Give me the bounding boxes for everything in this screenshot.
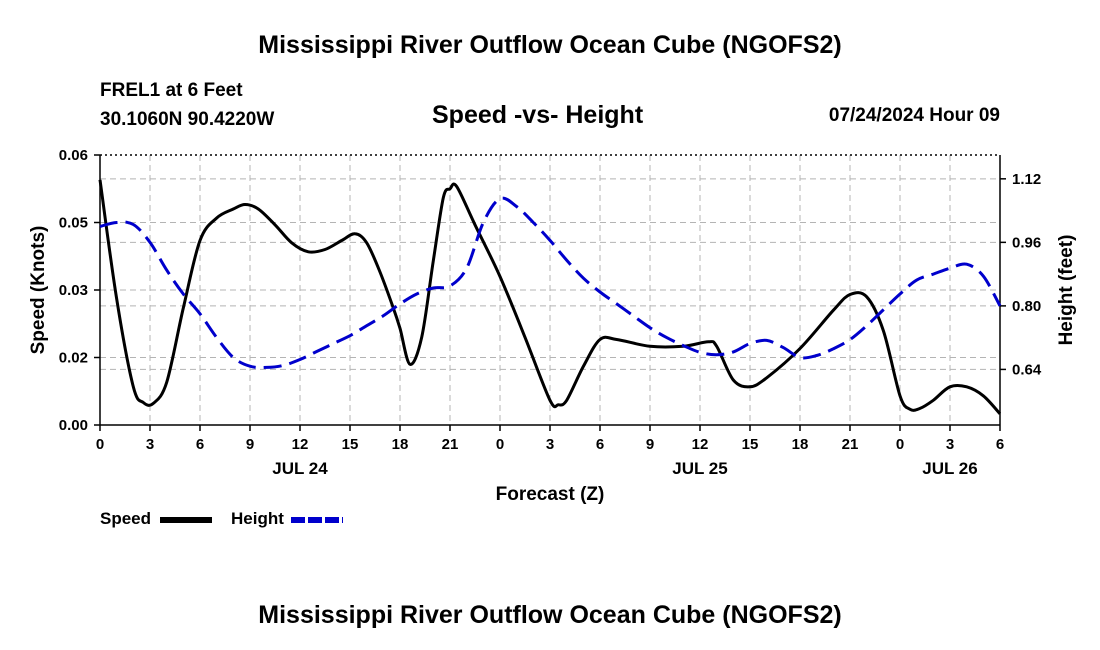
legend-height: Height	[231, 509, 284, 529]
y-left-tick-label: 0.05	[59, 215, 88, 232]
x-tick-label: 0	[96, 436, 104, 453]
chart-subtitle: Speed -vs- Height	[432, 101, 644, 129]
x-tick-label: 6	[596, 436, 604, 453]
station-name: FREL1 at 6 Feet	[100, 80, 243, 101]
y-left-tick-label: 0.03	[59, 282, 88, 299]
height-series-line	[99, 196, 1002, 370]
forecast-datetime: 07/24/2024 Hour 09	[828, 105, 1000, 126]
x-tick-label: 15	[342, 436, 359, 453]
x-tick-label: 6	[196, 436, 204, 453]
x-tick-label: 21	[442, 436, 459, 453]
x-date-label: JUL 24	[272, 459, 328, 478]
x-tick-label: 3	[146, 436, 154, 453]
x-tick-label: 0	[896, 436, 904, 453]
y-left-tick-label: 0.00	[59, 417, 88, 434]
footer-title: Mississippi River Outflow Ocean Cube (NG…	[258, 601, 842, 629]
x-date-label: JUL 26	[922, 459, 977, 478]
y-right-tick-label: 1.12	[1012, 171, 1041, 188]
y-left-axis-title: Speed (Knots)	[28, 226, 49, 355]
speed-series-line	[98, 179, 1002, 415]
x-date-label: JUL 25	[672, 459, 727, 478]
x-tick-label: 12	[292, 436, 309, 453]
x-tick-label: 9	[246, 436, 254, 453]
y-right-tick-label: 0.64	[1012, 361, 1042, 378]
y-left-tick-label: 0.06	[59, 147, 88, 164]
x-tick-label: 0	[496, 436, 504, 453]
y-left-tick-label: 0.02	[59, 350, 88, 367]
x-tick-label: 18	[392, 436, 409, 453]
y-right-tick-label: 0.96	[1012, 234, 1041, 251]
legend-speed-label: Speed	[100, 509, 152, 528]
x-axis-title: Forecast (Z)	[496, 484, 605, 505]
x-tick-label: 6	[996, 436, 1004, 453]
x-tick-label: 3	[946, 436, 954, 453]
x-tick-label: 3	[546, 436, 554, 453]
x-tick-label: 18	[792, 436, 809, 453]
station-coordinates: 30.1060N 90.4220W	[100, 109, 275, 130]
legend-speed: Speed	[100, 509, 151, 529]
x-tick-label: 9	[646, 436, 654, 453]
y-right-axis-title: Height (feet)	[1056, 235, 1077, 346]
x-tick-label: 15	[742, 436, 759, 453]
chart-title: Mississippi River Outflow Ocean Cube (NG…	[258, 31, 842, 59]
station-info: FREL1 at 6 Feet 30.1060N 90.4220W	[100, 76, 274, 134]
y-right-tick-label: 0.80	[1012, 298, 1041, 315]
x-tick-label: 21	[842, 436, 859, 453]
x-tick-label: 12	[692, 436, 709, 453]
legend-height-label: Height	[231, 509, 284, 528]
